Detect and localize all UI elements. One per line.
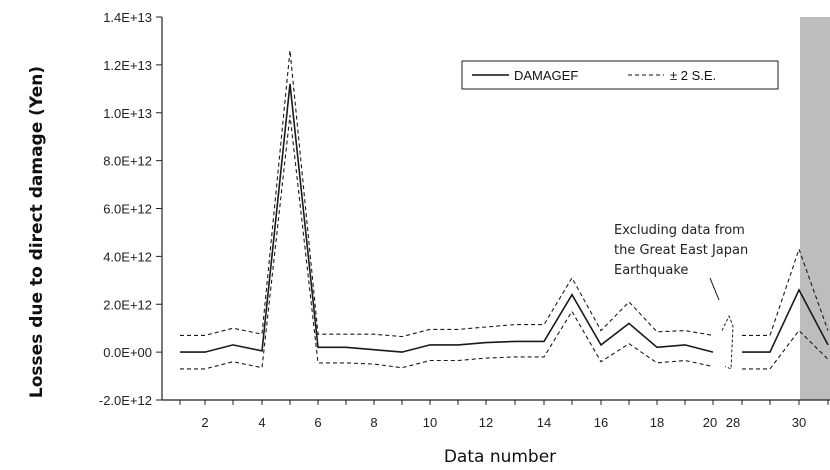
x-tick-label: 28 bbox=[726, 415, 740, 430]
x-tick-label: 18 bbox=[650, 415, 664, 430]
axes-layer: -2.0E+12 0.0E+00 2.0E+12 4.0E+12 6.0E+12 8.0E… bbox=[99, 10, 830, 430]
series-line-damagef-segment bbox=[742, 288, 829, 353]
annotation-pointer bbox=[709, 277, 720, 301]
y-tick-label: 2.0E+12 bbox=[103, 297, 152, 312]
y-tick-label: 1.0E+13 bbox=[103, 106, 152, 121]
y-tick-label: 8.0E+12 bbox=[103, 154, 152, 169]
legend-box bbox=[461, 60, 779, 90]
shaded-region-layer bbox=[800, 17, 830, 400]
y-tick-label: -2.0E+12 bbox=[99, 393, 152, 408]
y-tick-label: 1.4E+13 bbox=[103, 10, 152, 25]
y-axis-title: Losses due to direct damage (Yen) bbox=[27, 66, 47, 398]
series-line-damagef-segment bbox=[180, 83, 714, 353]
x-tick-label: 6 bbox=[314, 415, 321, 430]
series-line-upper-se-segment bbox=[180, 50, 714, 338]
x-tick-label: 12 bbox=[479, 415, 493, 430]
x-tick-label: 14 bbox=[537, 415, 551, 430]
y-tick-label: 1.2E+13 bbox=[103, 58, 152, 73]
series-line-upper-se-segment bbox=[742, 247, 829, 336]
x-tick-label: 4 bbox=[258, 415, 265, 430]
legend: DAMAGEF ± 2 S.E. bbox=[461, 60, 779, 90]
annotation-layer: Excluding data from the Great East Japan E… bbox=[614, 223, 748, 370]
x-tick-label: 20 bbox=[703, 415, 717, 430]
annotation-text: Earthquake bbox=[614, 263, 688, 278]
series-line-lower-se-segment bbox=[742, 329, 829, 370]
gap-marker bbox=[721, 315, 734, 370]
legend-label-damagef: DAMAGEF bbox=[514, 68, 578, 83]
x-tick-label: 30 bbox=[792, 415, 806, 430]
annotation-text: Excluding data from bbox=[614, 223, 745, 238]
series-line-lower-se-segment bbox=[180, 115, 714, 370]
x-tick-label: 16 bbox=[594, 415, 608, 430]
y-tick-label: 6.0E+12 bbox=[103, 202, 152, 217]
x-tick-label: 10 bbox=[423, 415, 437, 430]
y-tick-label: 4.0E+12 bbox=[103, 249, 152, 264]
y-tick-label: 0.0E+00 bbox=[103, 345, 152, 360]
x-axis-title: Data number bbox=[444, 447, 556, 467]
annotation-text: the Great East Japan bbox=[614, 243, 748, 258]
legend-label-se: ± 2 S.E. bbox=[670, 68, 716, 83]
series-layer bbox=[180, 50, 829, 370]
x-tick-label: 2 bbox=[201, 415, 208, 430]
x-tick-label: 8 bbox=[370, 415, 377, 430]
shaded-region bbox=[800, 17, 830, 400]
